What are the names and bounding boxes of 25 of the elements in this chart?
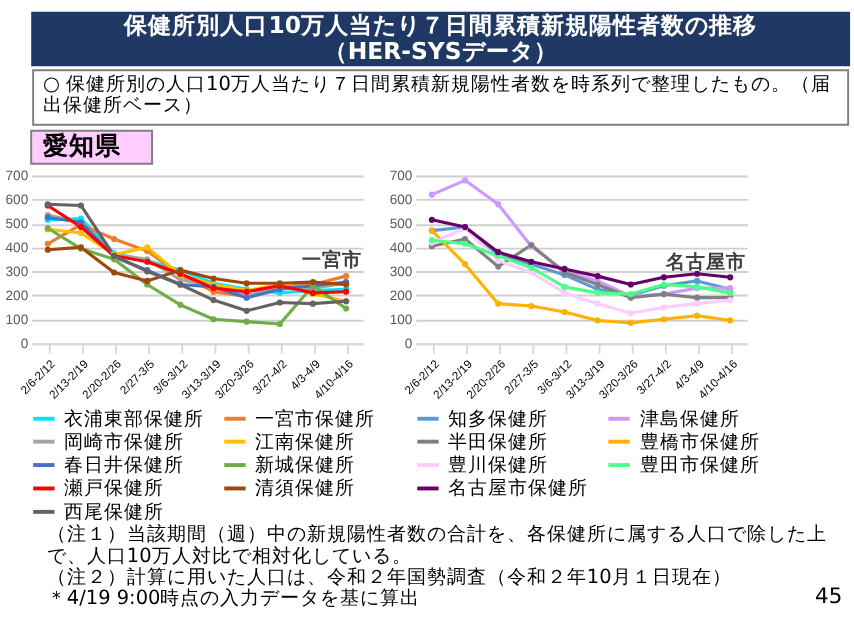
text: 保健所別人口10万人当たり７日間累積新規陽性者数の推移（HER-SYSデータ） [122, 11, 757, 65]
text: （注２）計算に用いた人口は、令和２年国勢調査（令和２年10月１日現在） [46, 565, 732, 590]
text: ○ 保健所別の人口10万人当たり７日間累積新規陽性者数を時系列で整理したもの。（届出保健所ベース） [42, 71, 831, 118]
legend-label: 豊田市保健所 [639, 452, 760, 477]
legend-label: 岡崎市保健所 [64, 429, 185, 454]
annotation: 名古屋市 [663, 249, 746, 274]
legend-label: 西尾保健所 [64, 499, 165, 524]
text: （注１）当該期間（週）中の新規陽性者数の合計を、各保健所に属する人口で除した上で、人口10万人対比で相対化している。 [46, 522, 827, 568]
legend-label: 清須保健所 [255, 476, 356, 501]
text: 愛知県 [42, 130, 123, 161]
legend-label: 春日井保健所 [64, 452, 185, 477]
legend-label: 豊橋市保健所 [639, 429, 760, 454]
text: 45 [815, 582, 843, 609]
legend-label: 一宮市保健所 [255, 406, 376, 431]
legend-label: 名古屋市保健所 [448, 476, 589, 501]
legend-label: 江南保健所 [255, 429, 356, 454]
legend-label: 衣浦東部保健所 [64, 406, 205, 431]
annotation: 一宮市 [301, 248, 362, 273]
text: ＊4/19 9:00時点の入力データを基に算出 [46, 586, 421, 611]
legend-label: 津島保健所 [639, 406, 740, 431]
legend-label: 豊川保健所 [448, 452, 549, 477]
legend-label: 半田保健所 [448, 429, 549, 454]
legend-label: 新城保健所 [255, 452, 356, 477]
legend-label: 知多保健所 [448, 406, 549, 431]
legend-label: 瀬戸保健所 [64, 476, 165, 501]
